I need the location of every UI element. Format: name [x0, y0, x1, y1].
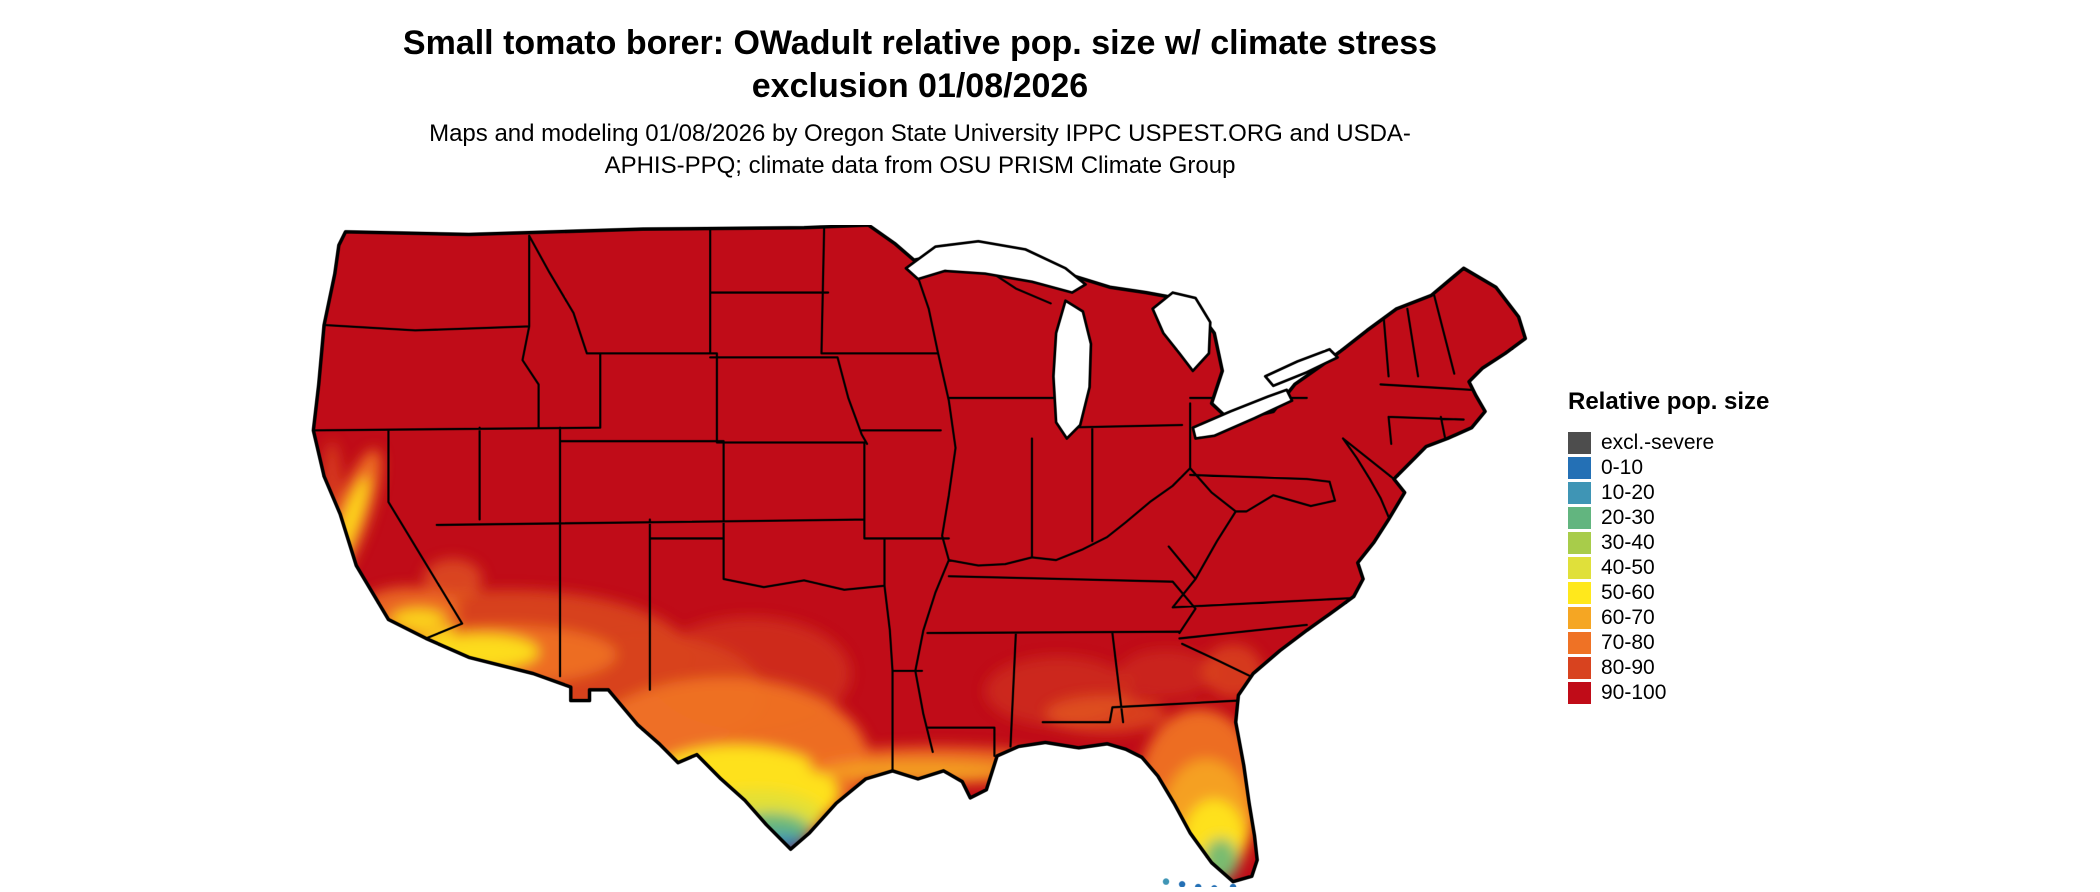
page-title: Small tomato borer: OWadult relative pop… — [402, 24, 1438, 105]
legend-item: 10-20 — [1568, 480, 1868, 505]
legend-label: 70-80 — [1601, 631, 1655, 654]
us-map-svg — [311, 223, 1528, 892]
legend-item: 40-50 — [1568, 555, 1868, 580]
legend-item: 60-70 — [1568, 605, 1868, 630]
legend-item: 90-100 — [1568, 680, 1868, 705]
legend-swatch — [1568, 656, 1591, 679]
legend-swatch — [1568, 456, 1591, 479]
lake-superior — [904, 239, 1087, 294]
lake-erie — [1191, 388, 1294, 440]
us-land-base — [313, 225, 1526, 882]
lake-michigan — [1052, 299, 1093, 440]
legend-swatch — [1568, 581, 1591, 604]
legend-label: 20-30 — [1601, 506, 1655, 529]
legend-item: 0-10 — [1568, 455, 1868, 480]
legend-label: 50-60 — [1601, 581, 1655, 604]
legend-swatch — [1568, 681, 1591, 704]
legend-label: 80-90 — [1601, 656, 1655, 679]
legend-label: 90-100 — [1601, 681, 1667, 704]
legend-item: 70-80 — [1568, 630, 1868, 655]
legend-swatch — [1568, 531, 1591, 554]
florida-keys — [1162, 878, 1237, 892]
lake-ontario — [1263, 347, 1339, 388]
figure-credits: Maps and modeling 01/08/2026 by Oregon S… — [429, 120, 1411, 180]
legend-item: 80-90 — [1568, 655, 1868, 680]
lake-huron — [1151, 291, 1212, 373]
legend-label: 0-10 — [1601, 456, 1644, 479]
legend-item: 20-30 — [1568, 505, 1868, 530]
state-boundaries — [313, 226, 1473, 772]
legend-label: 60-70 — [1601, 606, 1655, 629]
legend-label: 10-20 — [1601, 481, 1655, 504]
legend-swatch — [1568, 631, 1591, 654]
legend-item: 30-40 — [1568, 530, 1868, 555]
legend-swatch — [1568, 556, 1591, 579]
legend-label: 40-50 — [1601, 556, 1655, 579]
legend: Relative pop. size excl.-severe 0-10 10-… — [1568, 388, 1868, 705]
legend-swatch — [1568, 606, 1591, 629]
legend-title: Relative pop. size — [1568, 388, 1770, 415]
legend-swatch — [1568, 506, 1591, 529]
legend-item: excl.-severe — [1568, 430, 1868, 455]
us-map — [308, 223, 1528, 892]
great-lakes — [904, 239, 1339, 440]
legend-item: 50-60 — [1568, 580, 1868, 605]
legend-swatch — [1568, 481, 1591, 504]
legend-label: 30-40 — [1601, 531, 1655, 554]
legend-label: excl.-severe — [1601, 431, 1715, 454]
legend-swatch — [1568, 431, 1591, 454]
